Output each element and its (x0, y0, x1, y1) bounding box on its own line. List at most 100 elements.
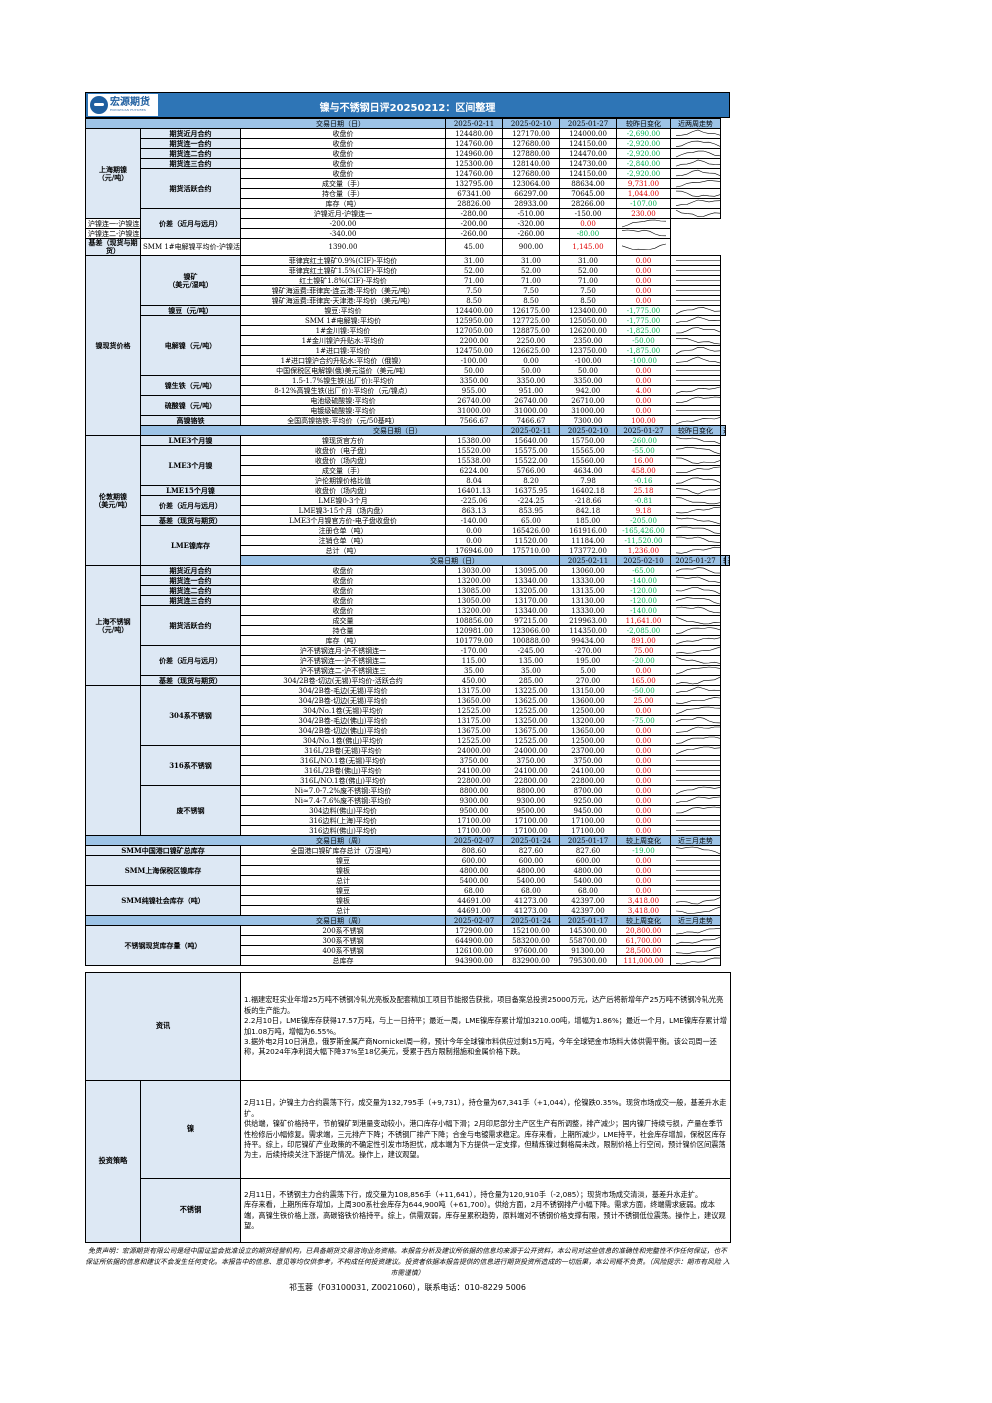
table-row: SMM中国港口镍矿总库存 全国港口镍矿库存总计（万湿吨） 808.60 827.60 8… (85, 845, 730, 856)
sparkline (675, 338, 720, 345)
indicator-label: 316L/2B卷(佛山)平均价 (240, 765, 446, 776)
disclaimer: 免责声明：宏源期货有限公司是经中国证监会批准设立的期货经营机构，已具备期货交易咨… (85, 1247, 730, 1277)
value-cell: 152100.00 (502, 925, 560, 936)
value-cell: 22800.00 (445, 775, 503, 786)
value-cell: 88634.00 (559, 178, 617, 189)
change-cell: 0.00 (616, 775, 671, 786)
value-cell: 13175.00 (445, 685, 503, 696)
value-cell: 3750.00 (502, 755, 560, 766)
value-cell: -100.00 (445, 355, 503, 366)
value-cell: 120981.00 (445, 625, 503, 636)
trend-cell (670, 505, 721, 516)
sub-label: 价差（近月与远月） (140, 645, 241, 676)
sub-label: 期货连一合约 (140, 575, 241, 586)
value-cell: -140.00 (445, 515, 503, 526)
indicator-label: 镍豆 (240, 855, 446, 866)
trend-header: 近三月走势 (670, 915, 721, 926)
sparkline (676, 280, 720, 281)
value-cell: 943900.00 (445, 955, 503, 966)
change-cell: 61,700.00 (616, 935, 671, 946)
value-cell: 68.00 (559, 885, 617, 896)
value-cell: 17100.00 (445, 815, 503, 826)
change-cell: 0.00 (616, 865, 671, 876)
trend-cell (670, 305, 721, 316)
value-cell: -150.00 (559, 208, 617, 219)
value-cell: 52.00 (445, 265, 503, 276)
sparkline (675, 497, 720, 505)
table-row: LME镍库存 注册仓单（吨） 0.00 165426.00 161916.00 -165,… (86, 525, 730, 566)
sparkline-path (675, 497, 720, 505)
value-cell: 42397.00 (559, 895, 617, 906)
sub-label: 基差（现货与期货） (140, 515, 241, 526)
sparkline (675, 716, 720, 724)
change-cell: -20.00 (616, 655, 671, 666)
indicator-label: 300系不锈钢 (240, 935, 446, 946)
sparkline-path (675, 209, 720, 217)
sparkline (675, 190, 720, 197)
value-cell: 124400.00 (445, 305, 503, 316)
value-cell: 15538.00 (445, 455, 503, 466)
change-cell: 0.00 (616, 815, 671, 826)
indicator-label: 304边料(佛山)平均价 (240, 805, 446, 816)
report-header: 宏源期货 HONGYUAN FUTURES 镍与不锈钢日评20250212：区间… (85, 92, 730, 118)
change-cell: 较昨日变化 (616, 118, 671, 129)
trend-cell (670, 275, 721, 286)
indicator-label: 沪不锈钢连一-沪不锈钢连二 (240, 655, 446, 666)
value-cell: 900.00 (502, 238, 560, 256)
sparkline (676, 880, 720, 881)
trend-cell (670, 675, 721, 686)
value-cell: 2025-01-17 (559, 915, 617, 926)
value-cell: 125950.00 (445, 315, 503, 326)
value-cell: 13150.00 (559, 685, 617, 696)
trend-cell (670, 455, 721, 466)
sparkline (676, 380, 720, 381)
change-cell: 0.00 (616, 375, 671, 386)
change-cell: 0.00 (616, 405, 671, 416)
sparkline (676, 830, 720, 831)
trend-cell (670, 158, 721, 169)
trend-cell (616, 228, 671, 239)
value-cell: 12525.00 (445, 735, 503, 746)
change-cell: 25.18 (616, 485, 671, 496)
indicator-label: LME镍0-3个月 (240, 495, 446, 506)
value-cell: 123064.00 (502, 178, 560, 189)
sparkline (676, 870, 720, 871)
change-cell: -1,775.00 (616, 305, 671, 316)
value-cell: 17100.00 (502, 825, 560, 836)
value-cell: -260.00 (445, 228, 503, 239)
value-cell: 8.50 (559, 295, 617, 306)
value-cell: 68.00 (502, 885, 560, 896)
value-cell: 16402.18 (559, 485, 617, 496)
value-cell: 165426.00 (502, 525, 560, 536)
value-cell: 955.00 (445, 385, 503, 396)
change-cell: 0.00 (616, 875, 671, 886)
trend-cell (670, 198, 721, 209)
trend-cell (670, 665, 721, 676)
value-cell: 2025-02-11 (559, 555, 617, 566)
sparkline (675, 417, 720, 425)
value-cell: 125300.00 (445, 158, 503, 169)
change-cell: 230.00 (616, 208, 671, 219)
table-row: 价差（近月与远月） 沪不锈钢连月-沪不锈钢连一 -170.00 -245.00 -270… (86, 645, 730, 676)
indicator-label: 收盘价（场内盘） (240, 455, 446, 466)
value-cell: 132795.00 (445, 178, 503, 189)
indicator-label: 沪镍连一-沪镍连二 (85, 218, 141, 229)
value-cell: 13600.00 (559, 695, 617, 706)
change-cell: 0.00 (616, 365, 671, 376)
news-text: 1.福建宏旺实业年增25万吨不锈钢冷轧光亮板及配套精加工项目节能报告获批，项目备… (240, 972, 732, 1081)
sparkline-path (675, 936, 720, 945)
value-cell: 15522.00 (502, 455, 560, 466)
value-cell: 22800.00 (559, 775, 617, 786)
value-cell: 13625.00 (502, 695, 560, 706)
change-cell: 0.00 (616, 295, 671, 306)
value-cell: 13175.00 (445, 715, 503, 726)
sub-label: 镍豆（元/吨） (140, 305, 241, 316)
sparkline (675, 159, 720, 167)
value-cell: 8.04 (445, 475, 503, 486)
trend-cell (670, 148, 721, 159)
sparkline-path (675, 129, 720, 136)
change-cell: 0.00 (616, 755, 671, 766)
sparkline (675, 846, 720, 855)
indicator-label: 收盘价 (240, 565, 446, 576)
sparkline (675, 897, 720, 905)
